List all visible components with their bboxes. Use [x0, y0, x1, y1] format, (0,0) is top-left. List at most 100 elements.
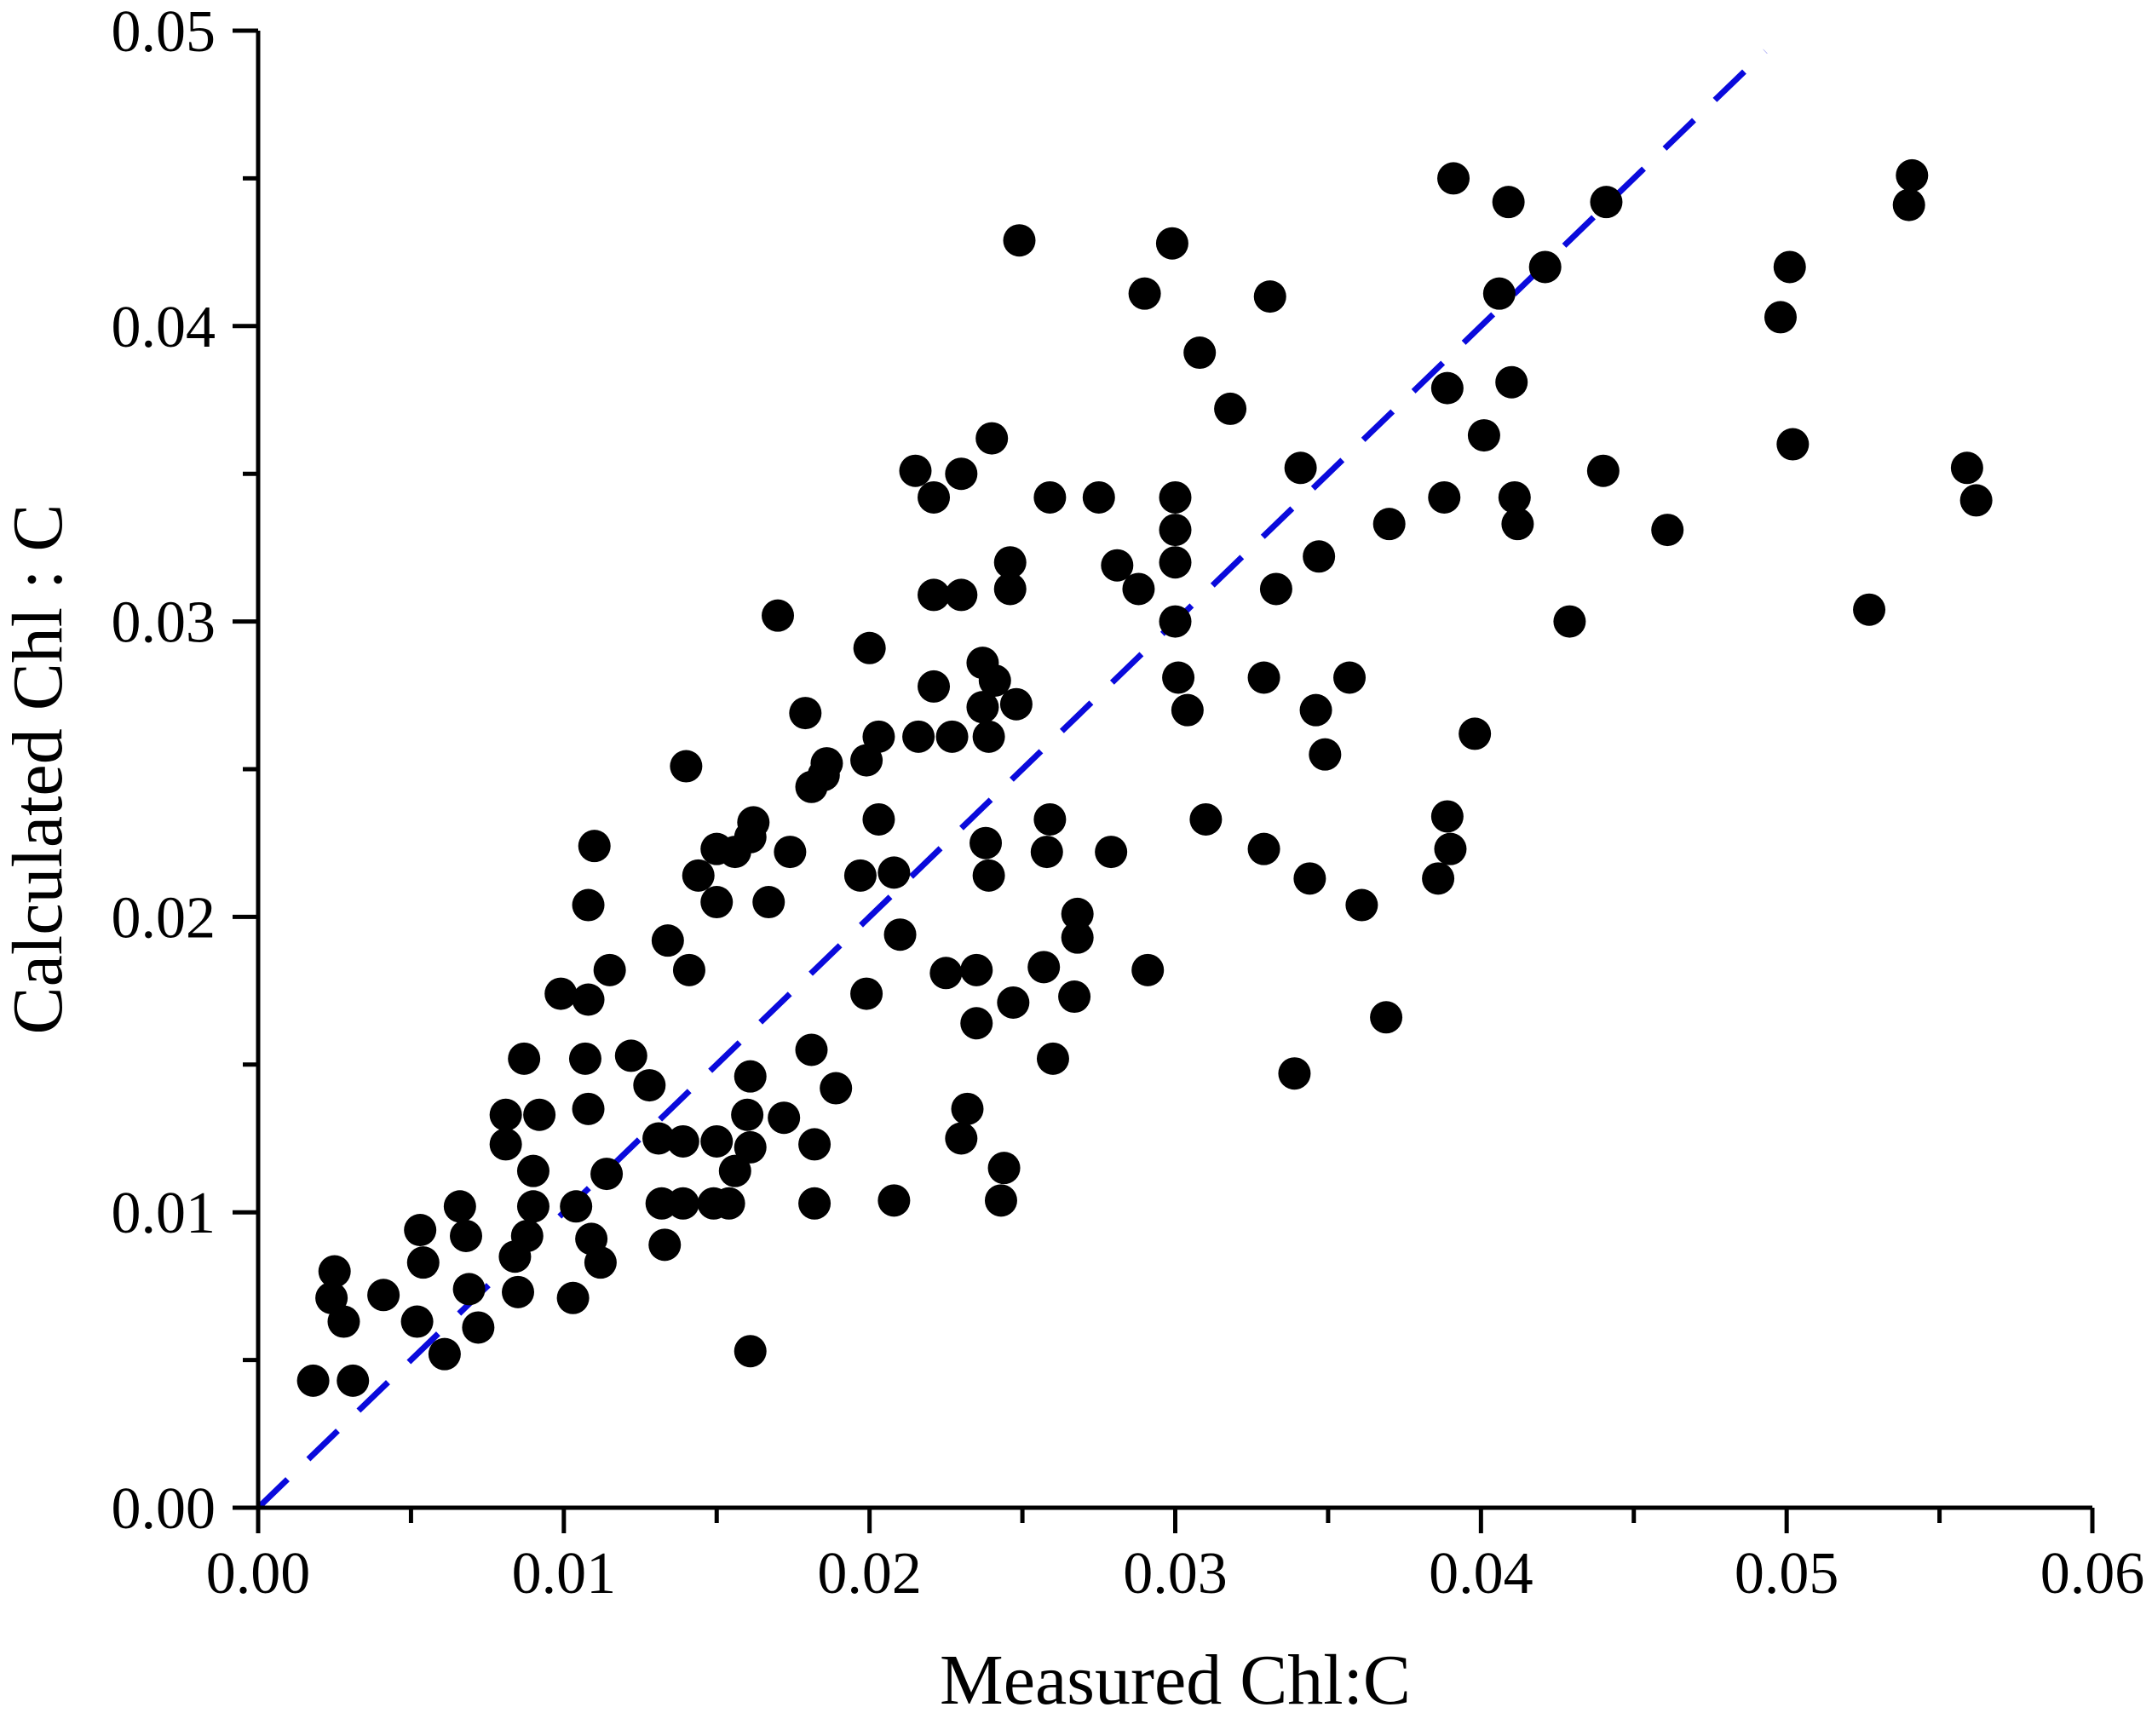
data-point — [1764, 301, 1797, 334]
data-point — [820, 1072, 853, 1105]
data-point — [450, 1219, 483, 1252]
data-point — [1299, 693, 1332, 727]
data-point — [850, 977, 883, 1010]
data-point — [1003, 224, 1036, 257]
data-point — [1030, 836, 1063, 869]
data-point — [951, 1092, 984, 1125]
data-point — [700, 886, 734, 919]
data-point — [1101, 549, 1134, 582]
data-point — [556, 1281, 590, 1314]
data-point — [1122, 572, 1155, 606]
data-point — [642, 1122, 676, 1155]
data-point — [929, 957, 963, 990]
y-tick-label: 0.00 — [112, 1476, 216, 1542]
data-point — [975, 422, 1009, 455]
data-point — [400, 1305, 434, 1338]
data-point — [1492, 186, 1525, 219]
x-tick-label: 0.05 — [1735, 1541, 1839, 1607]
data-point — [1284, 451, 1317, 485]
data-point — [1651, 514, 1684, 547]
data-point — [843, 859, 877, 892]
data-point — [712, 1187, 745, 1220]
data-point — [1467, 419, 1500, 452]
data-point — [945, 578, 978, 612]
data-point — [762, 599, 795, 632]
data-point — [798, 1128, 831, 1161]
data-point — [731, 1098, 764, 1131]
data-point — [1162, 661, 1195, 694]
ticks-layer: 0.00 0.01 0.02 0.03 0.04 0.05 0.06 0.00 0.01 0.02… — [112, 0, 2145, 1607]
data-point — [578, 830, 611, 863]
x-axis-title: Measured Chl:C — [940, 1641, 1411, 1720]
data-point — [651, 924, 684, 957]
data-point — [318, 1255, 351, 1288]
data-point — [1422, 862, 1455, 895]
x-tick-label: 0.06 — [2040, 1541, 2145, 1607]
data-point — [489, 1098, 522, 1131]
x-tick-label: 0.00 — [206, 1541, 311, 1607]
data-point — [902, 720, 935, 753]
data-point — [972, 720, 1005, 753]
data-point — [1061, 921, 1094, 954]
data-point — [682, 859, 715, 892]
data-point — [367, 1279, 400, 1312]
data-point — [737, 806, 770, 839]
data-point — [999, 687, 1033, 721]
y-axis-title: Calculated Chl : C — [0, 504, 78, 1035]
data-point — [899, 454, 932, 487]
data-point — [560, 1190, 593, 1223]
data-point — [1253, 280, 1286, 313]
data-point — [768, 1101, 801, 1135]
x-tick-label: 0.01 — [512, 1541, 617, 1607]
data-point — [1501, 508, 1534, 541]
data-point — [795, 1033, 828, 1066]
data-point — [1950, 451, 1983, 485]
data-point — [1189, 802, 1223, 836]
data-point — [572, 1092, 605, 1125]
data-point — [993, 546, 1027, 579]
data-point — [1372, 508, 1406, 541]
data-point — [1590, 186, 1623, 219]
data-point — [984, 1184, 1017, 1217]
data-point — [1892, 188, 1925, 221]
data-point — [1434, 832, 1467, 865]
y-tick-label: 0.01 — [112, 1181, 216, 1246]
x-tick-label: 0.04 — [1429, 1541, 1533, 1607]
data-point — [960, 1007, 993, 1040]
data-point — [1437, 162, 1470, 195]
data-point — [406, 1246, 440, 1279]
data-point — [1027, 951, 1061, 984]
data-point — [1095, 836, 1128, 869]
data-point — [1345, 888, 1378, 922]
data-point — [1776, 428, 1810, 461]
data-point — [1553, 605, 1586, 638]
data-point — [1495, 365, 1528, 399]
data-point — [633, 1069, 666, 1102]
data-point — [1370, 1001, 1403, 1034]
y-tick-label: 0.05 — [112, 0, 216, 65]
data-point — [918, 670, 951, 703]
data-point — [516, 1154, 550, 1187]
data-point — [1036, 1042, 1069, 1075]
data-point — [978, 664, 1011, 697]
data-point — [1247, 661, 1280, 694]
data-point — [1430, 371, 1464, 405]
data-point — [510, 1219, 544, 1252]
data-point — [734, 1335, 767, 1368]
data-point — [1159, 514, 1192, 547]
x-tick-label: 0.03 — [1123, 1541, 1228, 1607]
data-point — [443, 1190, 476, 1223]
data-point — [1061, 897, 1094, 930]
data-point — [789, 697, 822, 730]
data-point — [1131, 953, 1165, 986]
data-point — [774, 836, 807, 869]
data-point — [1183, 336, 1217, 370]
data-point — [997, 986, 1030, 1019]
data-point — [877, 856, 911, 889]
data-point — [666, 1124, 699, 1158]
data-point — [1159, 605, 1192, 638]
data-point — [670, 750, 703, 783]
data-point — [462, 1311, 495, 1344]
data-point — [1159, 546, 1192, 579]
